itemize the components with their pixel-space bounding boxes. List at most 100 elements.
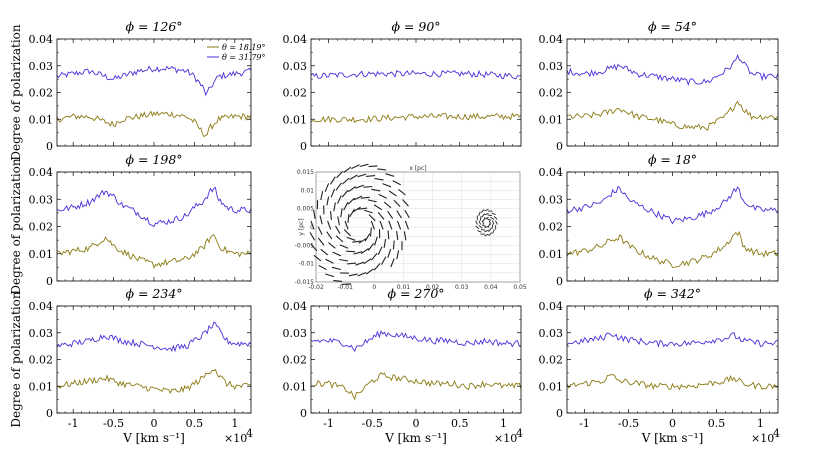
y-tick-label: 0.02 xyxy=(29,87,54,100)
x-tick-label: 1 xyxy=(231,417,238,430)
y-tick-label: 0 xyxy=(300,140,307,153)
y-tick-label: 0.03 xyxy=(539,193,564,206)
vector-arrow-small xyxy=(487,214,493,217)
map-x-tick-label: 0.01 xyxy=(397,284,411,291)
vector-arrow xyxy=(343,229,351,237)
vector-arrow xyxy=(332,251,342,257)
vector-arrow xyxy=(317,237,325,246)
series-line-theta-18 xyxy=(566,100,779,132)
panel-7: ϕ = 270° 0 0.01 0.02 0.03 0.04 -1 -0.5 0 0.5 1 V [k… xyxy=(283,286,524,445)
vector-arrow xyxy=(348,273,358,277)
vector-arrow-small xyxy=(486,218,492,221)
vector-arrow xyxy=(388,190,397,197)
series-line-theta-31 xyxy=(566,332,779,348)
y-tick-label: 0.01 xyxy=(29,113,54,126)
series-line-theta-31 xyxy=(56,65,252,97)
x-tick-label: -1 xyxy=(68,417,79,430)
x-tick-label: -1 xyxy=(579,417,590,430)
x-exponent: ×10 xyxy=(224,432,247,445)
vector-arrow-small xyxy=(487,223,491,228)
vector-arrow-small xyxy=(488,232,493,237)
plot-frame xyxy=(566,305,779,414)
vector-arrow xyxy=(367,242,375,251)
y-tick-label: 0 xyxy=(46,407,53,420)
map-y-tick-label: -0.01 xyxy=(298,261,314,268)
vector-arrow xyxy=(392,180,401,186)
plot-frame xyxy=(310,38,522,147)
vector-arrow xyxy=(358,207,368,210)
vector-arrow-small xyxy=(475,225,480,230)
series-line-theta-18 xyxy=(566,230,779,268)
vector-arrow xyxy=(363,258,372,265)
y-tick-label: 0.04 xyxy=(539,300,564,313)
y-tick-label: 0.02 xyxy=(29,221,54,234)
series-line-theta-18 xyxy=(56,234,252,269)
vector-arrow-small xyxy=(479,216,482,221)
series-line-theta-18 xyxy=(56,110,252,138)
x-tick-label: 0.5 xyxy=(708,417,726,430)
vector-arrow xyxy=(360,248,369,255)
y-tick-label: 0.04 xyxy=(29,166,54,179)
vector-arrow xyxy=(371,188,381,192)
vector-arrow xyxy=(340,208,343,218)
y-tick-label: 0.01 xyxy=(539,380,564,393)
vector-arrow xyxy=(326,231,333,240)
vector-arrow xyxy=(355,184,365,189)
map-x-axis-label: x [pc] xyxy=(409,165,426,172)
map-x-tick-label: 0.04 xyxy=(484,284,498,291)
vector-arrow-small xyxy=(481,213,485,218)
panel-title: ϕ = 126° xyxy=(125,19,182,34)
vector-arrow xyxy=(365,268,374,275)
series-line-theta-18 xyxy=(56,368,252,394)
map-x-tick-label: 0.05 xyxy=(513,284,527,291)
vector-arrow-small xyxy=(481,220,485,225)
vector-arrow xyxy=(398,188,406,196)
y-axis-label: Degree of polarization xyxy=(9,24,23,160)
vector-arrow-small xyxy=(478,211,481,216)
vector-arrow-small xyxy=(492,229,495,234)
vector-arrow-small xyxy=(484,212,489,216)
x-tick-label: 0 xyxy=(413,417,420,430)
vector-arrow-small xyxy=(475,220,478,225)
vector-arrow-small xyxy=(491,224,494,230)
vector-arrow xyxy=(347,213,350,223)
y-tick-label: 0.03 xyxy=(283,60,308,73)
y-tick-label: 0.02 xyxy=(283,354,308,367)
vector-arrow xyxy=(324,183,330,192)
vector-arrow-small xyxy=(478,220,482,225)
vector-arrow xyxy=(346,236,356,241)
vector-arrow xyxy=(310,243,318,252)
map-y-tick-label: -0.005 xyxy=(295,242,315,249)
y-tick-label: 0.03 xyxy=(29,60,54,73)
vector-arrow xyxy=(368,214,376,222)
x-exponent: ×10 xyxy=(494,432,517,445)
vector-arrow xyxy=(392,240,395,250)
vector-arrow xyxy=(382,183,392,188)
panel-3: ϕ = 198° 0 0.01 0.02 0.03 0.04 Degree of polar… xyxy=(9,152,252,295)
plot-frame xyxy=(56,305,252,414)
vector-arrow xyxy=(396,231,399,241)
vector-arrow xyxy=(353,195,363,201)
panel-2: ϕ = 54° 0 0.01 0.02 0.03 0.04 xyxy=(539,19,779,153)
panel-0: ϕ = 126° 0 0.01 0.02 0.03 0.04 Degree of polar… xyxy=(9,19,266,161)
y-tick-label: 0 xyxy=(556,140,563,153)
vector-arrow xyxy=(359,163,369,168)
panel-title: ϕ = 198° xyxy=(125,152,182,167)
y-tick-label: 0.04 xyxy=(29,33,54,46)
vector-arrow xyxy=(370,220,375,230)
vector-arrow xyxy=(344,220,349,230)
vector-arrow xyxy=(347,262,357,265)
vector-arrow xyxy=(381,256,387,265)
vector-arrow xyxy=(387,230,390,240)
vector-arrow xyxy=(373,263,381,271)
vector-arrow xyxy=(326,196,330,206)
vector-arrow xyxy=(373,204,383,211)
vector-arrow xyxy=(403,231,407,241)
vector-arrow-small xyxy=(495,220,498,225)
vector-arrow xyxy=(366,175,376,177)
vector-arrow xyxy=(364,233,371,242)
x-tick-label: -0.5 xyxy=(103,417,124,430)
vector-arrow xyxy=(349,174,358,180)
vector-arrow xyxy=(355,261,365,266)
